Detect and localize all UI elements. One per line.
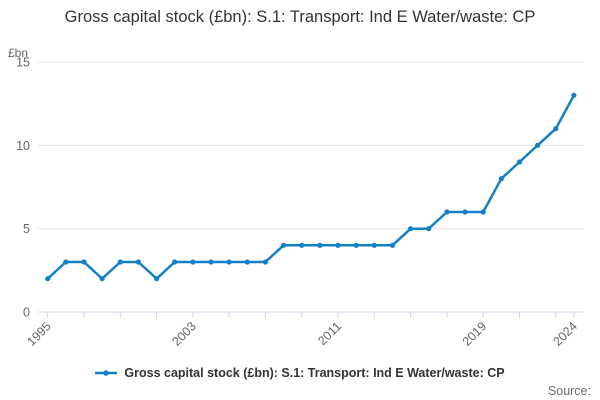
data-point-marker[interactable] xyxy=(154,276,160,282)
y-tick-label: 15 xyxy=(16,56,30,70)
data-point-marker[interactable] xyxy=(571,92,577,98)
data-point-marker[interactable] xyxy=(516,159,523,165)
data-point-marker[interactable] xyxy=(117,259,123,265)
data-point-marker[interactable] xyxy=(408,226,414,232)
x-tick-label: 2011 xyxy=(315,319,344,348)
data-point-marker[interactable] xyxy=(535,142,541,148)
data-point-marker[interactable] xyxy=(426,226,432,232)
series-line xyxy=(46,94,576,280)
legend: Gross capital stock (£bn): S.1: Transpor… xyxy=(0,364,600,382)
data-point-marker[interactable] xyxy=(444,209,450,215)
data-point-marker[interactable] xyxy=(299,242,305,248)
x-tick-label: 1995 xyxy=(24,319,54,349)
data-point-marker[interactable] xyxy=(45,276,51,282)
data-point-marker[interactable] xyxy=(135,259,141,265)
legend-item[interactable]: Gross capital stock (£bn): S.1: Transpor… xyxy=(95,366,505,380)
data-point-marker[interactable] xyxy=(190,259,196,265)
data-point-marker[interactable] xyxy=(208,259,214,265)
y-tick-label: 10 xyxy=(16,139,30,153)
legend-item-label: Gross capital stock (£bn): S.1: Transpor… xyxy=(124,366,505,380)
data-point-marker[interactable] xyxy=(335,242,341,248)
data-point-marker[interactable] xyxy=(462,209,468,215)
y-tick-label: 0 xyxy=(23,306,30,320)
data-point-marker[interactable] xyxy=(371,242,377,248)
data-point-marker[interactable] xyxy=(353,242,359,248)
data-point-marker[interactable] xyxy=(81,259,87,265)
data-point-marker[interactable] xyxy=(281,242,287,248)
data-point-marker[interactable] xyxy=(498,176,504,182)
y-axis-unit-label: £bn xyxy=(8,46,28,60)
chart-title: Gross capital stock (£bn): S.1: Transpor… xyxy=(64,8,536,26)
data-point-marker[interactable] xyxy=(262,259,268,265)
data-point-marker[interactable] xyxy=(480,209,486,215)
legend-line-marker-icon xyxy=(95,370,118,376)
data-point-marker[interactable] xyxy=(553,126,559,132)
x-tick-label: 2003 xyxy=(169,319,199,349)
data-point-marker[interactable] xyxy=(317,242,323,248)
source-label: Source: xyxy=(547,384,591,398)
data-point-marker[interactable] xyxy=(63,259,69,265)
data-point-marker[interactable] xyxy=(389,242,396,248)
x-tick-label: 2019 xyxy=(460,319,490,349)
x-tick-label: 2024 xyxy=(550,319,580,349)
y-tick-label: 5 xyxy=(23,222,30,236)
data-point-marker[interactable] xyxy=(244,259,250,265)
data-point-marker[interactable] xyxy=(99,276,105,282)
data-point-marker[interactable] xyxy=(226,259,232,265)
data-point-marker[interactable] xyxy=(172,259,178,265)
